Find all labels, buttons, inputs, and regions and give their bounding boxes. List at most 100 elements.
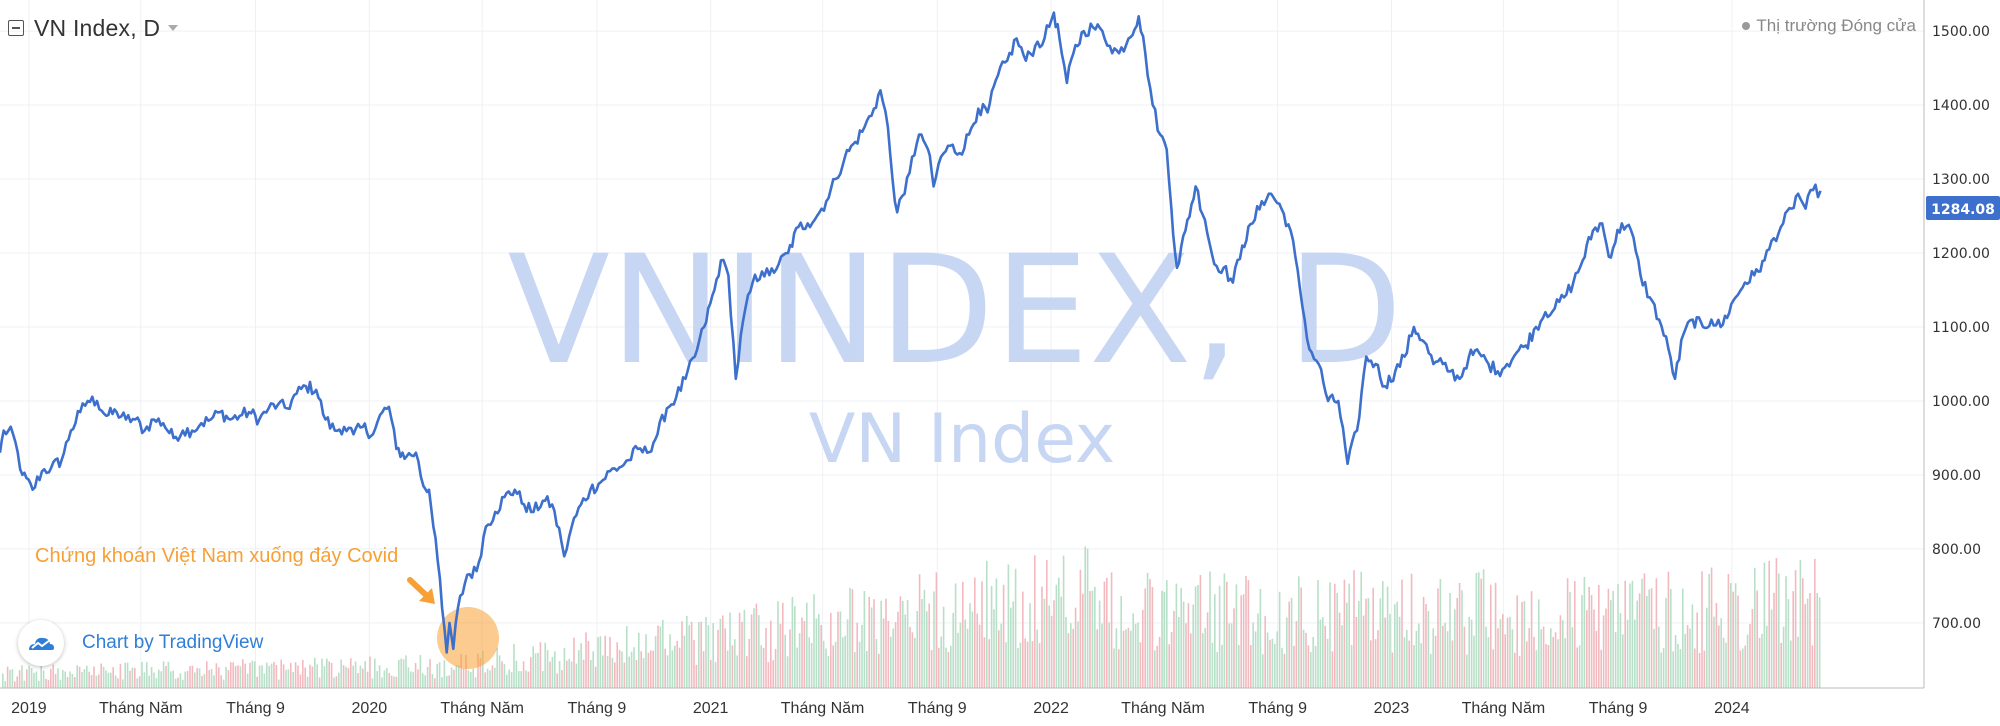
volume-bar: [1622, 634, 1624, 688]
volume-bar: [1713, 616, 1715, 688]
volume-bar: [1466, 654, 1468, 688]
volume-bar: [1554, 632, 1557, 688]
volume-bar: [1403, 637, 1406, 688]
volume-bar: [1706, 607, 1708, 688]
volume-bar: [762, 647, 765, 688]
volume-bar: [1535, 650, 1538, 688]
volume-bar: [1610, 600, 1612, 688]
x-tick-label: Tháng Năm: [1121, 700, 1205, 717]
volume-bar: [954, 583, 957, 688]
volume-bar: [383, 670, 386, 688]
volume-bar: [544, 642, 546, 688]
volume-bar: [1662, 647, 1665, 688]
volume-bar: [1187, 603, 1190, 688]
volume-bar: [1816, 593, 1818, 688]
tradingview-logo-icon[interactable]: [18, 620, 64, 666]
volume-bar: [1590, 595, 1593, 688]
volume-bar: [532, 646, 534, 688]
volume-bar: [1082, 593, 1084, 688]
volume-bar: [174, 678, 177, 688]
volume-bar: [1264, 616, 1266, 688]
volume-bar: [1518, 656, 1521, 688]
volume-bar: [522, 661, 525, 688]
volume-bar: [386, 668, 388, 688]
volume-bar: [1686, 625, 1689, 688]
volume-bar: [1538, 599, 1540, 688]
volume-bar: [995, 578, 998, 688]
volume-bar: [93, 666, 95, 688]
volume-bar: [1281, 647, 1283, 688]
volume-bar: [827, 656, 830, 688]
volume-bar: [1670, 589, 1672, 688]
volume-bar: [1031, 641, 1034, 688]
volume-bar: [1329, 582, 1331, 688]
tradingview-badge[interactable]: Chart by TradingView: [18, 620, 263, 666]
volume-bar: [1134, 623, 1137, 688]
volume-bar: [1142, 609, 1144, 688]
volume-bar: [239, 666, 242, 688]
volume-bar: [698, 622, 700, 688]
volume-bar: [1439, 579, 1442, 688]
price-axis[interactable]: 700.00 800.00 900.00 1000.00 1100.00 1200.00 1…: [1932, 24, 1990, 632]
watermark-sub: VN Index: [809, 400, 1115, 479]
volume-bar: [124, 662, 126, 688]
chevron-down-icon[interactable]: [168, 25, 179, 31]
volume-bar: [57, 668, 59, 688]
volume-bar: [292, 672, 294, 688]
x-tick-label: 2021: [693, 700, 729, 717]
x-tick-label: Tháng 9: [1248, 700, 1307, 717]
volume-bar: [501, 661, 503, 688]
volume-bar: [1326, 638, 1329, 688]
volume-bar: [1643, 573, 1646, 688]
volume-bar: [750, 614, 753, 688]
volume-bar: [590, 660, 592, 688]
volume-bar: [76, 665, 78, 688]
volume-bar: [357, 673, 359, 688]
volume-bar: [1698, 653, 1701, 688]
volume-bar: [602, 655, 604, 688]
volume-bar: [1103, 581, 1106, 688]
volume-bar: [1763, 562, 1766, 688]
volume-bar: [83, 669, 86, 688]
volume-bar: [62, 670, 64, 688]
volume-bar: [1091, 590, 1094, 688]
volume-bar: [1161, 590, 1163, 688]
volume-bar: [438, 662, 441, 688]
volume-bar: [902, 601, 904, 688]
volume-bar: [1168, 644, 1170, 688]
volume-bar: [1806, 598, 1809, 688]
volume-bar: [760, 645, 762, 688]
volume-bar: [119, 663, 122, 688]
volume-bar: [1254, 631, 1257, 688]
volume-bar: [1631, 580, 1634, 688]
volume-bar: [825, 648, 827, 688]
volume-bar: [945, 647, 947, 688]
volume-bar: [1312, 637, 1314, 688]
volume-bar: [1430, 653, 1432, 688]
volume-bar: [798, 633, 801, 688]
volume-bar: [1516, 595, 1518, 688]
volume-bar: [306, 676, 309, 688]
volume-bar: [1247, 580, 1250, 688]
volume-bar: [998, 630, 1000, 688]
symbol-title[interactable]: VN Index, D: [34, 14, 161, 41]
volume-bar: [424, 675, 426, 688]
volume-bar: [1139, 642, 1142, 688]
volume-bar: [1506, 617, 1509, 688]
volume-bar: [366, 671, 369, 688]
volume-bar: [1761, 633, 1763, 688]
volume-bar: [1478, 572, 1480, 688]
volume-bar: [1175, 583, 1178, 688]
volume-bar: [167, 661, 170, 688]
volume-bar: [244, 663, 246, 688]
volume-bar: [299, 674, 302, 688]
time-axis[interactable]: 2019 Tháng Năm Tháng 9 2020 Tháng Năm Tháng 9…: [11, 700, 1750, 717]
volume-bar: [779, 623, 782, 688]
tradingview-link[interactable]: Chart by TradingView: [82, 632, 264, 653]
volume-bar: [1216, 652, 1218, 688]
collapse-icon[interactable]: [8, 20, 24, 36]
volume-bar: [1036, 629, 1038, 688]
volume-bar: [1026, 641, 1029, 688]
status-dot-icon: [1742, 22, 1751, 30]
